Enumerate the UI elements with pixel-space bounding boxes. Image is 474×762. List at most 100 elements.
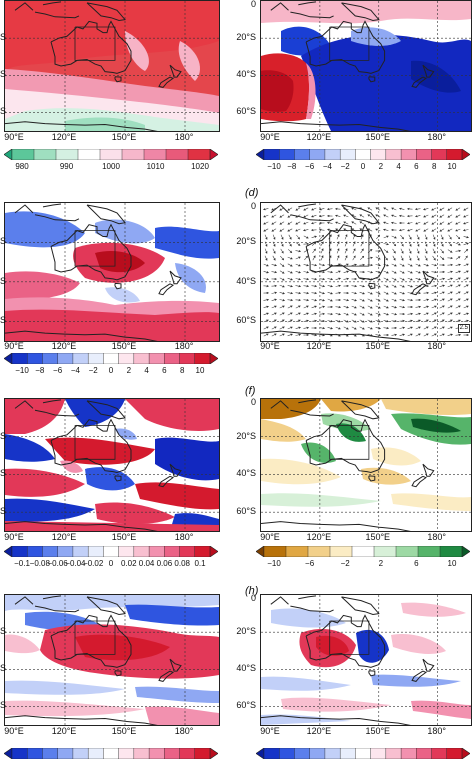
wind-vector	[463, 214, 469, 218]
coastlines-c	[5, 203, 219, 341]
wind-vector	[318, 214, 325, 218]
coastline	[270, 400, 289, 409]
coastline	[114, 670, 122, 677]
lon-tick-label: 150°E	[365, 726, 391, 736]
wind-vector	[415, 305, 422, 309]
coastline	[5, 715, 158, 725]
wind-vector	[295, 277, 301, 281]
wind-vector	[343, 312, 349, 316]
wind-vector	[463, 284, 469, 288]
wind-vector	[319, 291, 325, 295]
colorbar-swatch	[121, 149, 145, 160]
coastline	[34, 409, 80, 417]
colorbar-tick-label: 0.02	[121, 559, 137, 568]
wind-vector	[319, 305, 326, 309]
coastline	[368, 282, 376, 290]
coastline	[341, 204, 380, 225]
wind-vector	[383, 221, 389, 225]
wind-vector	[296, 234, 300, 240]
wind-vector	[455, 234, 461, 240]
wind-vector	[398, 214, 405, 218]
wind-vector	[263, 333, 269, 337]
wind-vector	[408, 255, 412, 261]
wind-vector	[367, 326, 373, 330]
wind-vector	[279, 270, 285, 274]
wind-vector	[319, 277, 326, 281]
wind-vector	[423, 221, 429, 225]
wind-vector	[327, 298, 333, 302]
wind-vector	[279, 214, 285, 218]
lon-tick-label: 180°	[427, 726, 446, 736]
lon-tick-label: 180°	[174, 532, 194, 542]
wind-vector	[375, 305, 381, 309]
colorbar-swatch	[133, 748, 150, 759]
wind-vector	[400, 234, 404, 240]
wind-vector	[439, 277, 446, 281]
wind-vector	[424, 234, 428, 240]
colorbar-tick-label: −2	[340, 559, 350, 568]
wind-vector	[431, 312, 437, 316]
wind-vector	[391, 214, 397, 218]
colorbar-tick-label: 6	[162, 366, 167, 375]
wind-vector	[463, 207, 469, 211]
wind-vector	[399, 291, 405, 295]
coastline	[158, 670, 175, 682]
colorbar-tick-label: −0.06	[47, 559, 68, 568]
wind-vector	[463, 291, 469, 295]
wind-vector	[343, 270, 349, 273]
wind-vector	[407, 284, 413, 288]
colorbar-swatches	[4, 546, 218, 557]
wind-vector	[360, 248, 364, 254]
wind-vector	[439, 305, 445, 309]
colorbar-swatch	[385, 748, 402, 759]
wind-vector	[272, 255, 276, 261]
lon-tick-label: 120°E	[306, 726, 332, 736]
colorbar-tick-label: 2	[126, 366, 132, 375]
colorbar-tick-label: 990	[59, 162, 74, 171]
wind-vector	[287, 284, 293, 288]
wind-vector	[463, 248, 469, 253]
colorbar-tick-label: 0.04	[138, 559, 155, 568]
coastline	[290, 409, 334, 417]
wind-vector	[351, 291, 357, 295]
coastline	[42, 399, 62, 404]
wind-vector	[448, 241, 452, 247]
wind-vector	[383, 291, 389, 295]
wind-vector	[440, 234, 444, 240]
colorbar-swatch	[324, 149, 341, 160]
wind-vector	[415, 312, 421, 316]
wind-vector	[287, 298, 294, 302]
colorbar-extend-low	[4, 353, 13, 364]
wind-vector	[279, 228, 285, 232]
wind-vector	[271, 298, 277, 301]
wind-vector	[359, 326, 365, 330]
wind-vector	[280, 248, 284, 254]
coastline	[42, 1, 62, 6]
lon-tick-label: 90°E	[4, 532, 24, 542]
map-g	[4, 594, 220, 726]
lat-tick-label: 60°S	[236, 506, 256, 517]
lon-tick-label: 150°E	[111, 132, 137, 142]
wind-vector	[279, 284, 285, 288]
wind-vector	[407, 291, 413, 295]
wind-vector	[287, 249, 293, 254]
study-region-box	[74, 26, 116, 61]
coastline	[34, 605, 80, 613]
wind-vector	[287, 228, 293, 232]
coastlines-a	[5, 1, 219, 131]
lon-tick-label: 120°E	[306, 132, 332, 142]
wind-vector	[383, 235, 389, 239]
wind-vector	[311, 284, 318, 288]
wind-vector	[447, 277, 453, 280]
wind-vector	[431, 333, 437, 337]
wind-vector	[383, 228, 389, 232]
wind-vector	[431, 228, 437, 232]
colorbar-swatch	[133, 546, 150, 557]
lat-tick-label: S	[0, 69, 7, 80]
wind-vector	[375, 327, 381, 330]
wind-vector	[295, 305, 301, 309]
map-b	[260, 0, 472, 132]
wind-vector	[311, 214, 317, 218]
wind-vector	[383, 214, 389, 218]
colorbar-swatch	[416, 748, 433, 759]
